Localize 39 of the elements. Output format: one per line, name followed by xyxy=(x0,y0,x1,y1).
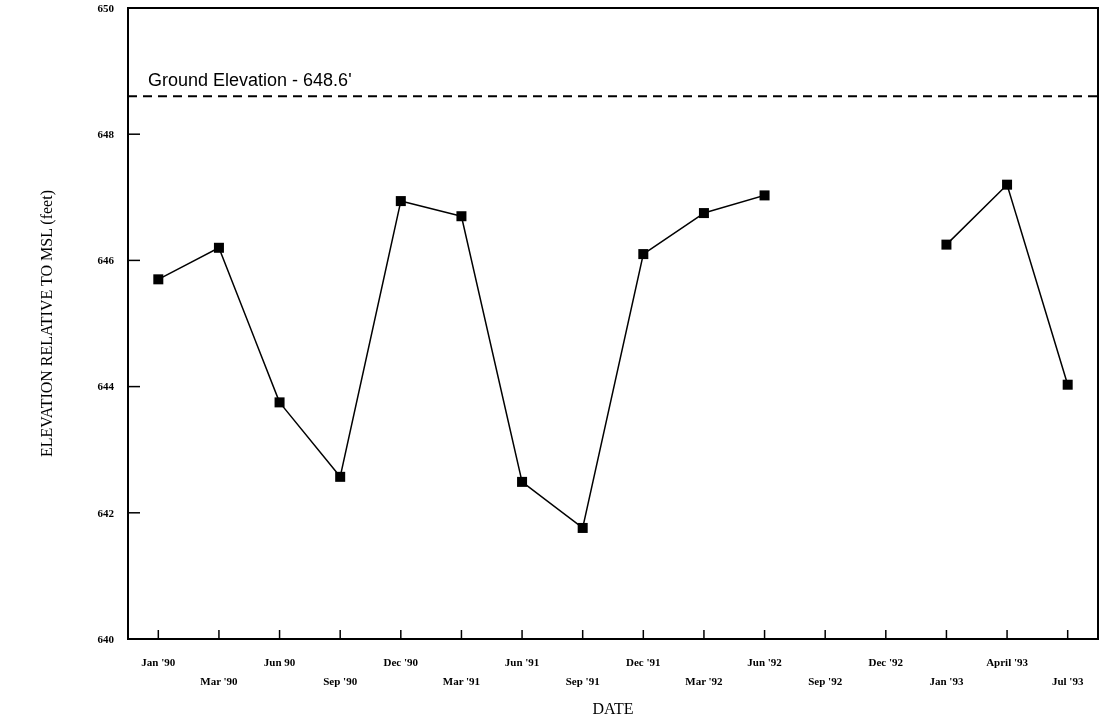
x-axis-title: DATE xyxy=(592,700,634,717)
point xyxy=(153,274,164,285)
point xyxy=(941,239,952,250)
point xyxy=(395,196,406,207)
x-tick-label: Jun 90 xyxy=(263,656,296,668)
x-tick-label: Jan '90 xyxy=(141,656,176,668)
x-tick-label: Mar '91 xyxy=(442,675,481,687)
point xyxy=(517,476,528,487)
x-tick-label: Jul '93 xyxy=(1051,675,1084,687)
point xyxy=(1062,379,1073,390)
x-tick-label: Jun '92 xyxy=(747,656,783,668)
point xyxy=(335,471,346,482)
point xyxy=(1002,179,1013,190)
x-tick-label: Sep '91 xyxy=(565,675,600,687)
ref-line-label: Ground Elevation - 648.6' xyxy=(148,70,352,91)
y-tick-label: 642 xyxy=(97,506,115,519)
point xyxy=(638,249,649,260)
y-tick-label: 640 xyxy=(97,632,115,645)
point xyxy=(456,211,467,222)
point xyxy=(577,522,588,533)
y-tick-label: 646 xyxy=(97,254,115,267)
y-axis-title: ELEVATION RELATIVE TO MSL (feet) xyxy=(38,190,56,457)
x-tick-label: Mar '92 xyxy=(685,675,724,687)
x-tick-label: Dec '92 xyxy=(868,656,904,668)
x-tick-label: Mar '90 xyxy=(200,675,239,687)
point xyxy=(213,242,224,253)
x-tick-label: Dec '90 xyxy=(383,656,419,668)
x-tick-label: Jun '91 xyxy=(504,656,540,668)
x-tick-label: Jan '93 xyxy=(929,675,964,687)
x-tick-label: Sep '90 xyxy=(323,675,358,687)
point xyxy=(698,208,709,219)
point xyxy=(759,190,770,201)
point xyxy=(274,397,285,408)
y-tick-label: 650 xyxy=(97,1,115,14)
x-tick-label: Dec '91 xyxy=(626,656,661,668)
y-tick-label: 644 xyxy=(97,380,115,393)
x-tick-label: April '93 xyxy=(986,656,1029,668)
x-tick-label: Sep '92 xyxy=(808,675,843,687)
y-tick-label: 648 xyxy=(97,128,115,141)
